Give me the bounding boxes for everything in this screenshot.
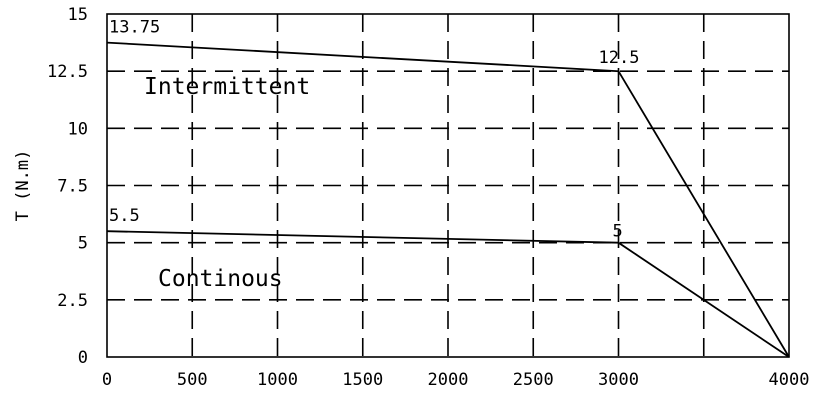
series-line-continous [106, 230, 790, 358]
data-label: 13.75 [109, 18, 160, 38]
y-tick-label: 0 [78, 348, 88, 368]
y-tick-label: 2.5 [57, 291, 88, 311]
x-tick-label: 1000 [257, 370, 298, 390]
series-line-intermittent [106, 41, 790, 358]
y-tick-label: 5 [78, 234, 88, 254]
y-tick-label: 10 [68, 119, 88, 139]
x-tick-label: 500 [177, 370, 208, 390]
y-axis-label: T (N.m) [13, 150, 33, 222]
y-tick-labels: 0 2.5 5 7.5 10 12.5 15 [47, 5, 88, 368]
data-label: 12.5 [599, 48, 640, 68]
annotations: 13.75 12.5 5.5 5 [109, 18, 639, 242]
x-tick-label: 1500 [342, 370, 383, 390]
series-label-intermittent: Intermittent [144, 74, 310, 100]
x-tick-label: 2000 [428, 370, 469, 390]
data-label: 5 [613, 222, 623, 242]
y-tick-label: 12.5 [47, 62, 88, 82]
x-tick-labels: 0 500 1000 1500 2000 2500 3000 4000 [102, 370, 810, 390]
x-tick-label: 3000 [598, 370, 639, 390]
series-lines [106, 41, 790, 358]
y-tick-label: 7.5 [57, 177, 88, 197]
y-tick-label: 15 [68, 5, 88, 25]
x-tick-label: 0 [102, 370, 112, 390]
series-label-continous: Continous [158, 266, 283, 292]
plot-frame [106, 13, 790, 358]
x-tick-label: 2500 [513, 370, 554, 390]
x-tick-label: 4000 [769, 370, 810, 390]
data-label: 5.5 [109, 206, 140, 226]
